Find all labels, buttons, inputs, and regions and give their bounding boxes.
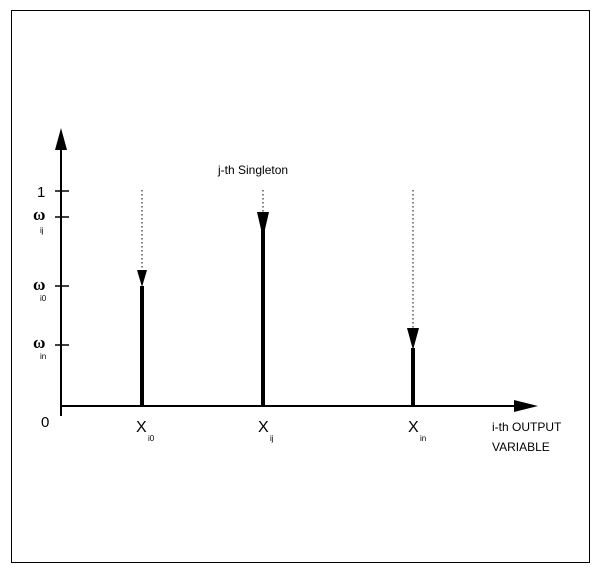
arrowhead-ij (257, 212, 269, 238)
y-axis-arrowhead (55, 128, 67, 150)
y-label-omega-i0: ω (33, 275, 45, 294)
arrowhead-i0 (137, 270, 147, 287)
y-label-omega-i0-sub: i0 (40, 294, 47, 303)
diagram-title: j-th Singleton (217, 163, 288, 177)
x-axis-arrowhead (514, 400, 538, 412)
x-label-ij-sub: ij (270, 434, 274, 443)
arrowhead-in (407, 328, 419, 350)
x-axis-label-line1: i-th OUTPUT (492, 420, 562, 434)
y-label-omega-in: ω (33, 333, 45, 352)
y-label-one: 1 (37, 184, 45, 201)
x-label-ij: X (258, 419, 269, 436)
x-label-in-sub: in (420, 434, 426, 443)
y-label-omega-in-sub: in (40, 352, 46, 361)
x-label-i0: X (136, 419, 147, 436)
x-axis-label-line2: VARIABLE (492, 440, 550, 454)
origin-label: 0 (41, 414, 49, 431)
y-label-omega-ij: ω (33, 205, 45, 224)
y-label-omega-ij-sub: ij (40, 226, 44, 235)
x-label-in: X (408, 419, 419, 436)
x-label-i0-sub: i0 (148, 434, 155, 443)
diagram-frame (11, 10, 590, 563)
